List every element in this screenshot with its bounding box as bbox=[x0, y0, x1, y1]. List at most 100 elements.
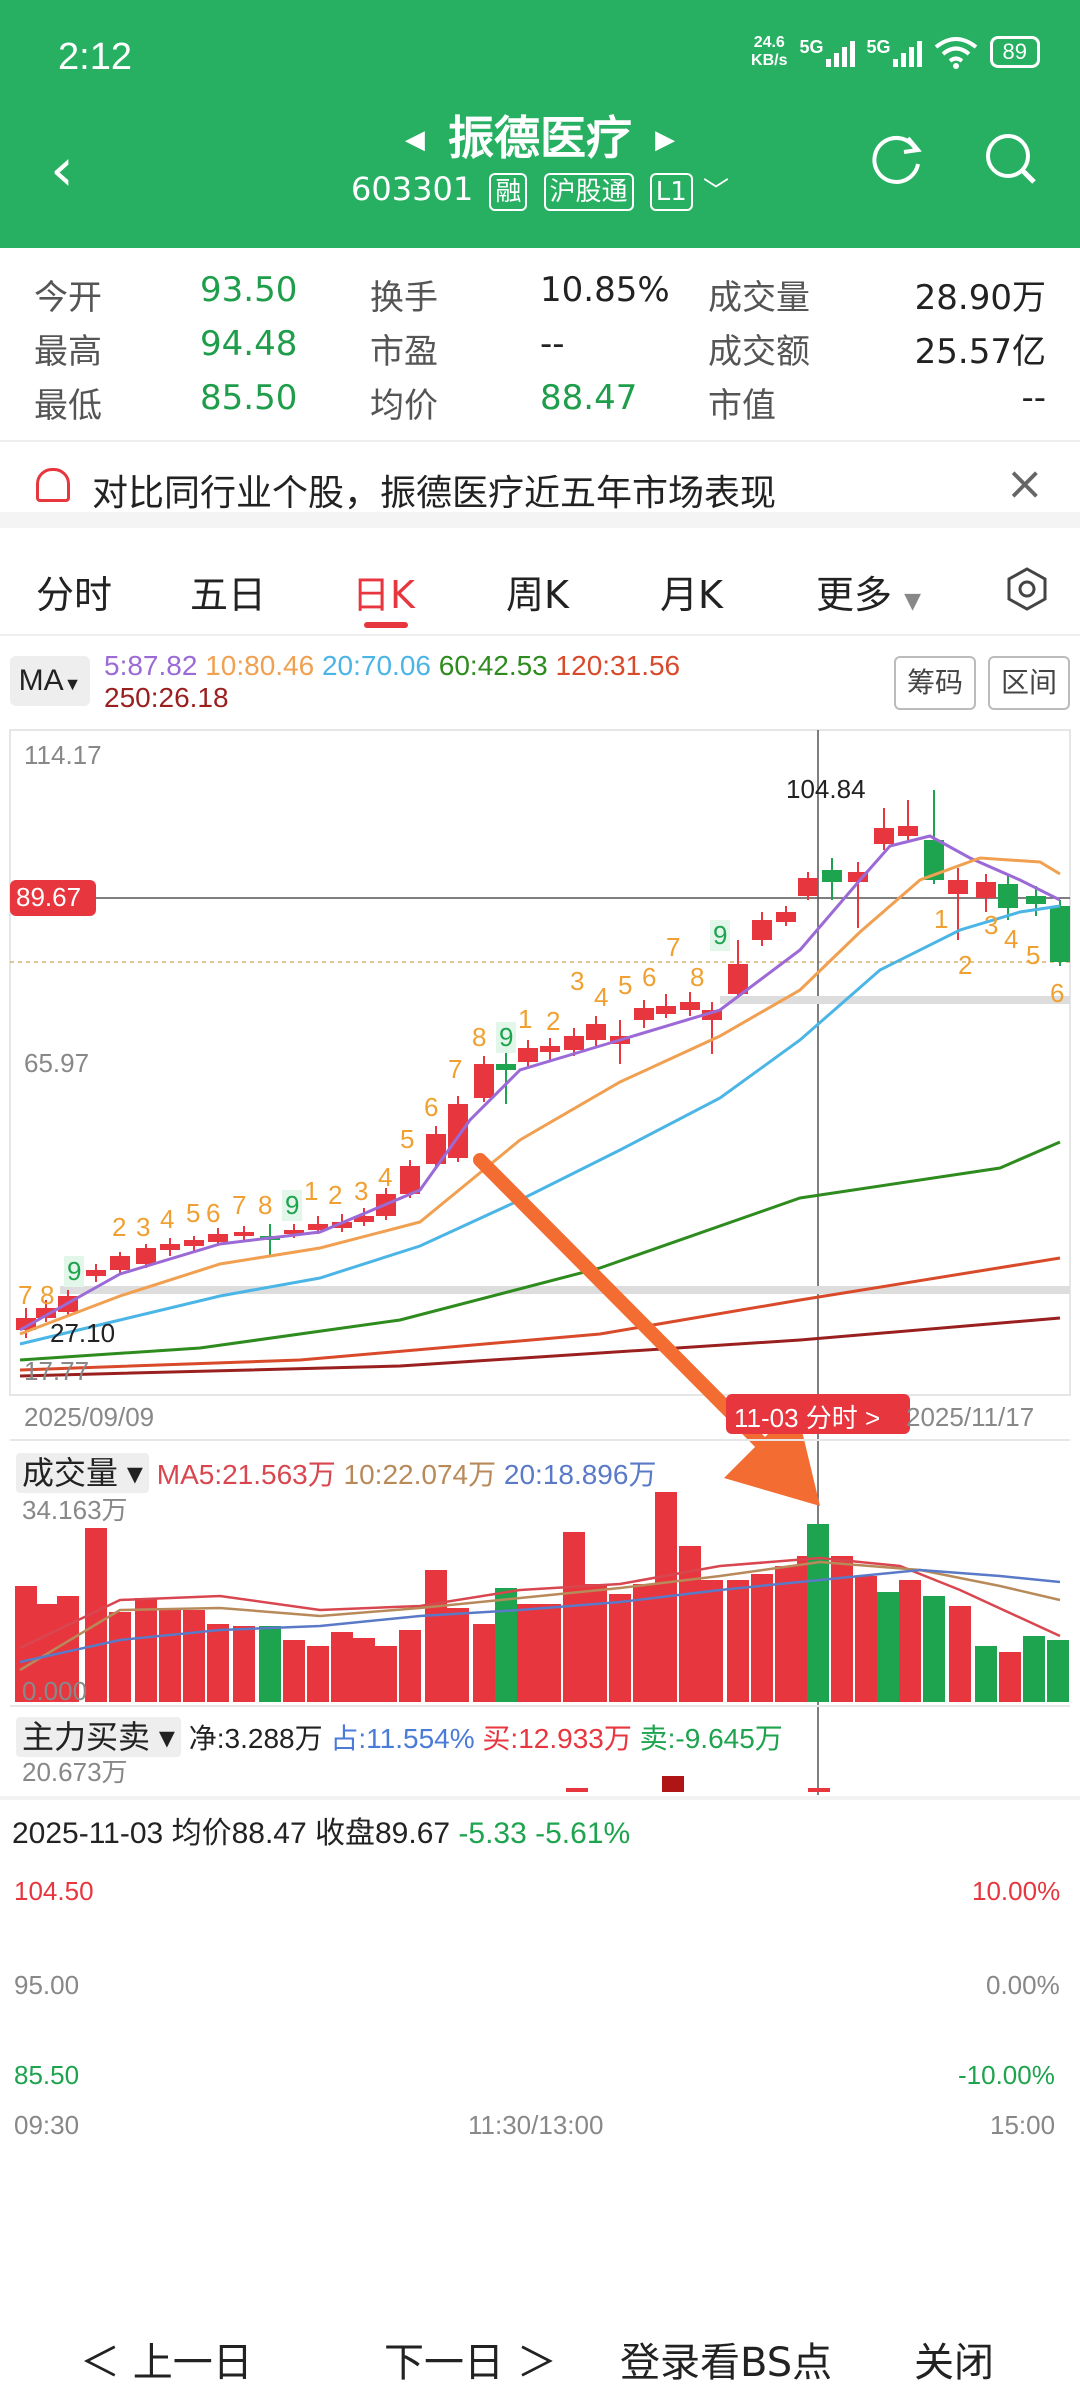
refresh-icon[interactable] bbox=[868, 128, 928, 188]
kline-frame bbox=[9, 729, 1071, 1396]
login-bs-button[interactable]: 登录看BS点 bbox=[620, 2340, 833, 2386]
bottom-bar: ＜ 上一日 下一日 ＞ 登录看BS点 关闭 bbox=[0, 2320, 1080, 2400]
time-mid: 11:30/13:00 bbox=[468, 2110, 604, 2140]
kline-chart[interactable] bbox=[0, 0, 1080, 1800]
candle-body bbox=[586, 1024, 606, 1040]
candle-body bbox=[208, 1234, 228, 1242]
back-button[interactable]: ‹ bbox=[50, 135, 74, 205]
cursor-date-tag bbox=[726, 1394, 910, 1434]
mainforce-select-button[interactable]: 主力买卖 ▾ bbox=[16, 1717, 181, 1757]
promo-text: 对比同行业个股，振德医疗近五年市场表现 bbox=[92, 473, 777, 514]
td-count-label: 6 bbox=[642, 962, 657, 992]
intraday-header: 2025-11-03 均价88.47 收盘89.67 -5.33 -5.61% bbox=[12, 1817, 631, 1850]
td-count-label: 5 bbox=[618, 970, 633, 1000]
close-icon[interactable]: × bbox=[1005, 456, 1044, 510]
promo-banner[interactable]: 对比同行业个股，振德医疗近五年市场表现 × bbox=[0, 440, 1080, 528]
prev-stock-arrow-icon[interactable]: ◀ bbox=[404, 125, 425, 155]
tab-daily-k[interactable]: 日K bbox=[352, 573, 415, 617]
volume-bar bbox=[633, 1584, 655, 1702]
volume-bar bbox=[899, 1580, 921, 1702]
range-button[interactable]: 区间 bbox=[988, 656, 1070, 710]
td-count-label: 4 bbox=[160, 1204, 175, 1234]
volume-select-button[interactable]: 成交量 ▾ bbox=[16, 1453, 149, 1493]
status-time: 2:12 bbox=[58, 36, 132, 78]
tab-5day[interactable]: 五日 bbox=[190, 573, 267, 617]
candle-body bbox=[184, 1240, 204, 1246]
search-icon[interactable] bbox=[980, 128, 1040, 188]
candle-body bbox=[656, 1006, 676, 1014]
volume-bar bbox=[923, 1596, 945, 1702]
tab-intraday[interactable]: 分时 bbox=[36, 573, 113, 617]
y-axis-top: 114.17 bbox=[24, 740, 102, 770]
tab-weekly-k[interactable]: 周K bbox=[506, 573, 569, 617]
ma-select-button[interactable]: MA▼ bbox=[10, 656, 90, 706]
candle-body bbox=[798, 878, 818, 896]
td-count-label: 6 bbox=[424, 1092, 439, 1122]
volume-bar bbox=[159, 1608, 181, 1702]
cursor-date-label: 11-03 分时 > bbox=[734, 1403, 881, 1433]
signal-icon: 5G bbox=[799, 37, 855, 67]
cap-value: -- bbox=[1021, 378, 1046, 418]
candle-body bbox=[110, 1256, 130, 1270]
peak-price-label: 104.84 bbox=[786, 774, 866, 804]
time-start: 09:30 bbox=[14, 2110, 80, 2140]
td-count-label: 3 bbox=[136, 1212, 151, 1242]
tab-more[interactable]: 更多 ▼ bbox=[816, 573, 922, 617]
candle-body bbox=[898, 826, 918, 836]
volume-bar bbox=[563, 1532, 585, 1702]
td-count-label: 7 bbox=[448, 1054, 463, 1084]
volume-bar bbox=[855, 1576, 877, 1702]
pe-label: 市盈 bbox=[370, 332, 438, 372]
volume-bar bbox=[539, 1604, 561, 1702]
network-speed: 24.6 KB/s bbox=[751, 34, 788, 69]
hgt-tag: 沪股通 bbox=[543, 173, 634, 211]
close-button[interactable]: 关闭 bbox=[914, 2340, 994, 2386]
vol-ma10-line bbox=[19, 1560, 1061, 1672]
intraday-y-mid: 95.00 bbox=[14, 1970, 80, 2000]
volume-bar bbox=[999, 1652, 1021, 1702]
volume-header: 成交量 ▾ MA5:21.563万 10:22.074万 20:18.896万 bbox=[16, 1448, 1066, 1494]
volume-value: 28.90万 bbox=[914, 278, 1046, 318]
level-tag[interactable]: L1 bbox=[649, 173, 693, 211]
candle-body bbox=[496, 1064, 516, 1070]
volume-min-label: 0.000 bbox=[22, 1676, 88, 1706]
td-count-label: 2 bbox=[328, 1180, 343, 1210]
open-label: 今开 bbox=[34, 278, 102, 318]
status-bar-icons: 24.6 KB/s 5G 5G 89 bbox=[751, 34, 1040, 70]
td-count-label: 9 bbox=[496, 1022, 517, 1053]
tab-monthly-k[interactable]: 月K bbox=[660, 573, 723, 617]
next-stock-arrow-icon[interactable]: ▶ bbox=[655, 125, 676, 155]
volume-bar bbox=[109, 1612, 131, 1702]
volume-bar bbox=[751, 1574, 773, 1702]
prev-day-button[interactable]: ＜ 上一日 bbox=[80, 2340, 253, 2386]
settings-icon[interactable] bbox=[1004, 566, 1050, 612]
candle-body bbox=[16, 1318, 36, 1330]
bell-icon bbox=[36, 468, 70, 502]
wifi-icon bbox=[934, 37, 977, 69]
candle-body bbox=[426, 1134, 446, 1164]
volume-bar bbox=[207, 1624, 229, 1702]
td-count-label: 5 bbox=[186, 1198, 201, 1228]
td-count-label: 6 bbox=[206, 1198, 221, 1228]
td-count-label: 3 bbox=[984, 910, 999, 940]
amount-label: 成交额 bbox=[708, 332, 810, 372]
candle-body bbox=[998, 884, 1018, 908]
candle-body bbox=[634, 1008, 654, 1020]
stock-subline: 603301 融 沪股通 L1 ﹀ bbox=[0, 170, 1080, 211]
period-tabs: 分时 五日 日K 周K 月K 更多 ▼ bbox=[0, 544, 1080, 636]
quote-panel: 今开 93.50 最高 94.48 最低 85.50 换手 10.85% 市盈 … bbox=[0, 258, 1080, 433]
candle-body bbox=[136, 1248, 156, 1264]
arrow-shaft bbox=[473, 1153, 775, 1457]
next-day-button[interactable]: 下一日 ＞ bbox=[384, 2340, 557, 2386]
volume-bar bbox=[975, 1646, 997, 1702]
candle-body bbox=[308, 1224, 328, 1230]
volume-bar bbox=[425, 1570, 447, 1702]
candle-body bbox=[728, 964, 748, 994]
candle-body bbox=[1026, 896, 1046, 904]
turnover-label: 换手 bbox=[370, 278, 438, 318]
candle-body bbox=[776, 912, 796, 922]
chevron-down-icon[interactable]: ﹀ bbox=[702, 177, 729, 207]
volume-bar bbox=[331, 1632, 353, 1702]
chip-button[interactable]: 筹码 bbox=[894, 656, 976, 710]
ma60-line bbox=[19, 1140, 1061, 1362]
